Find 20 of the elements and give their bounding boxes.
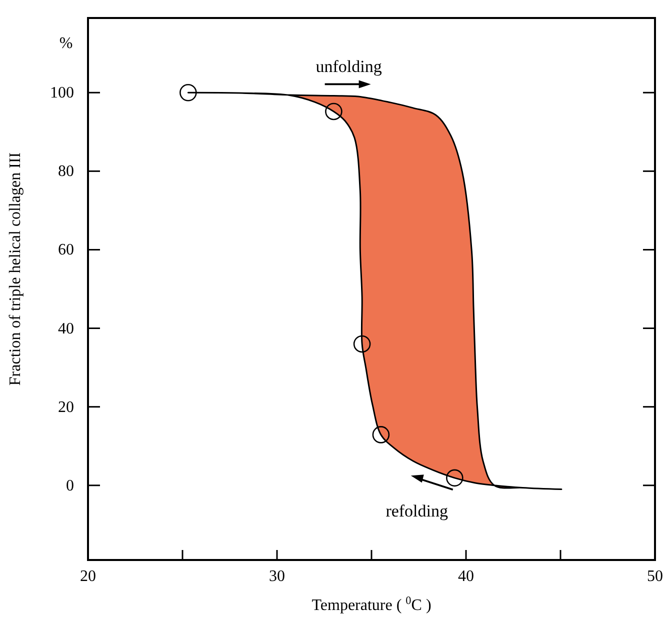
- text: %: [59, 34, 73, 52]
- point: [372, 426, 390, 444]
- y-tick-label: 60: [58, 242, 74, 259]
- y-axis-title: Fraction of triple helical collagen III: [7, 152, 24, 386]
- point: [325, 102, 342, 120]
- x-tick-label: 50: [647, 568, 663, 585]
- x-tick-label: 20: [80, 568, 96, 585]
- point: [353, 335, 371, 353]
- y-tick-label: 100: [50, 84, 74, 102]
- y-tick-label: 80: [58, 163, 74, 180]
- y-tick-label: 40: [58, 320, 74, 338]
- point: [446, 469, 464, 487]
- x-tick-label: 30: [269, 568, 285, 585]
- y-tick-label: 20: [58, 398, 74, 416]
- annotation: refolding: [386, 502, 449, 521]
- x-tick-label: 40: [458, 568, 474, 585]
- point: [180, 84, 197, 102]
- annotation: unfolding: [316, 57, 382, 76]
- x-axis-title: Temperature ( $^{0}$C ): [312, 595, 432, 614]
- y-tick-label: 0: [66, 477, 74, 494]
